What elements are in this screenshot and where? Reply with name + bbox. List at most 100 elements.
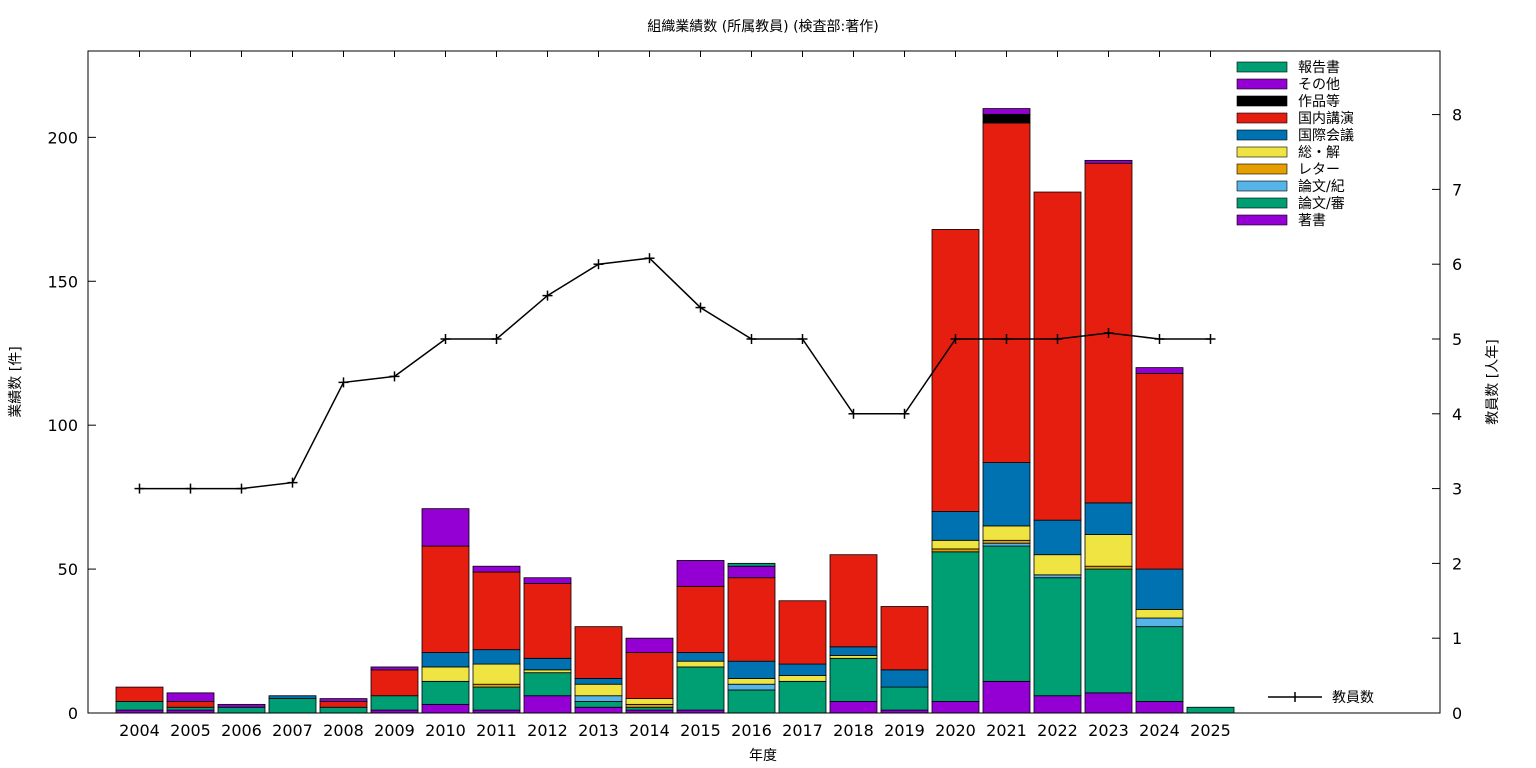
bar-segment: [574, 683, 623, 697]
bar-segment: [625, 652, 674, 700]
line-point: [644, 253, 655, 264]
x-tick-label: 2016: [731, 721, 772, 740]
x-tick-label: 2007: [272, 721, 313, 740]
bar-segment: [1033, 577, 1082, 697]
line-point: [185, 483, 196, 494]
bar-segment: [472, 683, 521, 688]
line-point: [1001, 333, 1012, 344]
bar-segment: [472, 571, 521, 651]
bar-segment: [778, 680, 827, 714]
bar-segment: [982, 108, 1031, 115]
bar-segment: [1084, 502, 1133, 535]
legend-swatch: [1236, 214, 1288, 226]
bar-segment: [421, 545, 470, 653]
bar-segment: [778, 675, 827, 682]
x-tick-label: 2021: [986, 721, 1027, 740]
line-point: [134, 483, 145, 494]
bar-segment: [982, 539, 1031, 544]
x-tick-label: 2006: [221, 721, 262, 740]
y2-tick-label: 2: [1452, 554, 1462, 573]
bar-segment: [1135, 626, 1184, 702]
x-axis-ticks: 2004 2005 2006 2007 2008 2009 2010 2011 2012 2013…: [119, 51, 1231, 740]
bar-segment: [727, 577, 776, 662]
line-point: [491, 333, 502, 344]
bar-segment: [268, 695, 317, 700]
bar-segment: [217, 703, 266, 708]
bar-segment: [1033, 554, 1082, 576]
bar-segment: [931, 551, 980, 702]
y2-axis-ticks: 0 1 2 3 4 5 6 7 8: [1432, 106, 1462, 723]
bar-segment: [472, 686, 521, 711]
legend-label: その他: [1298, 77, 1340, 93]
bar-segment: [115, 701, 164, 711]
x-tick-label: 2010: [425, 721, 466, 740]
legend-label: 作品等: [1298, 93, 1340, 110]
bar-segment: [931, 548, 980, 553]
chart-title: 組織業績数 (所属教員) (検査部:著作): [647, 19, 878, 35]
bar-segment: [1033, 519, 1082, 556]
legend-swatch: [1236, 163, 1288, 175]
bar-segment: [676, 660, 725, 668]
bar-segment: [982, 680, 1031, 714]
bar-segment: [829, 701, 878, 714]
bar-segment: [982, 542, 1031, 547]
x-tick-label: 2023: [1088, 721, 1129, 740]
line-point: [338, 377, 349, 388]
bar-segment: [829, 655, 878, 659]
bar-segment: [319, 698, 368, 702]
bar-segment: [880, 686, 929, 711]
x-tick-label: 2015: [680, 721, 721, 740]
line-point: [746, 333, 757, 344]
y-tick-label: 100: [47, 416, 78, 435]
legend-label: 総・解: [1298, 145, 1340, 161]
bar-segment: [727, 689, 776, 714]
legend-label: 論文/審: [1298, 196, 1345, 212]
y-tick-label: 150: [47, 272, 78, 291]
plot-frame: [87, 50, 1441, 714]
legend-swatch: [1236, 112, 1288, 124]
bar-segment: [1135, 701, 1184, 714]
bar-segment: [829, 554, 878, 648]
bar-segment: [166, 692, 215, 702]
bar-segment: [166, 701, 215, 708]
line-point: [1103, 328, 1114, 339]
bar-segment: [574, 701, 623, 708]
bar-segment: [472, 565, 521, 573]
bar-segment: [625, 637, 674, 653]
bar-segment: [625, 706, 674, 711]
line-point: [899, 408, 910, 419]
x-tick-label: 2017: [782, 721, 823, 740]
line-series-group: [134, 253, 1216, 494]
bar-segment: [1033, 695, 1082, 714]
bar-segment: [1033, 574, 1082, 579]
x-tick-label: 2012: [527, 721, 568, 740]
bar-segment: [574, 678, 623, 685]
line-legend-label: 教員数: [1332, 690, 1374, 706]
bar-segment: [1033, 191, 1082, 521]
bar-segment: [931, 511, 980, 541]
y2-axis-label: 教員数 [人年]: [1485, 339, 1501, 424]
line-series-path: [139, 257, 1211, 490]
bar-segment: [523, 583, 572, 659]
bar-segment: [1084, 565, 1133, 570]
legend-label: レター: [1298, 162, 1340, 178]
line-point: [848, 408, 859, 419]
legend-label: 国内講演: [1298, 111, 1354, 127]
y2-tick-label: 7: [1452, 180, 1462, 199]
y-tick-label: 0: [68, 704, 78, 723]
bar-segment: [931, 701, 980, 714]
bar-segment: [370, 669, 419, 697]
bar-segment: [574, 706, 623, 714]
bar-segment: [1135, 367, 1184, 374]
y2-tick-label: 0: [1452, 704, 1462, 723]
x-tick-label: 2005: [170, 721, 211, 740]
line-point: [950, 333, 961, 344]
bar-segment: [727, 562, 776, 567]
bar-segment: [829, 646, 878, 656]
x-tick-label: 2018: [833, 721, 874, 740]
bar-segment: [523, 577, 572, 584]
bars-group: [115, 108, 1235, 714]
bar-segment: [370, 666, 419, 671]
bar-segment: [421, 508, 470, 547]
